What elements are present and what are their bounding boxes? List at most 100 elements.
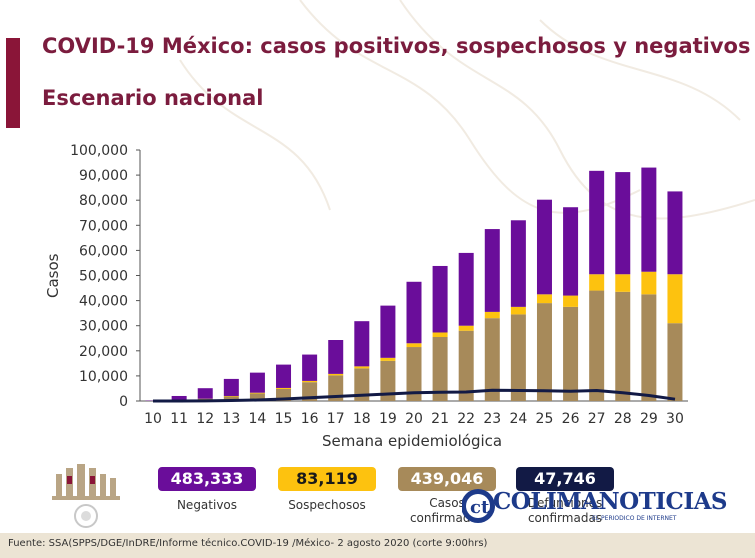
x-tick-label: 10 [144,411,162,427]
bar-confirmados [380,360,396,401]
bar-negativos [276,364,292,388]
y-tick-label: 80,000 [79,193,128,209]
y-axis-title: Casos [44,253,62,298]
colimanoticias-logo: ct [462,489,495,523]
bar-confirmados [536,303,552,401]
x-tick-label: 19 [379,411,397,427]
y-tick-label: 100,000 [70,143,128,159]
bar-sospechosos [641,271,657,295]
bar-confirmados [484,318,500,401]
bar-sospechosos [249,392,265,394]
bar-sospechosos [302,380,318,383]
y-tick-label: 50,000 [79,269,128,285]
bar-negativos [380,305,396,358]
bar-confirmados [406,347,422,401]
y-tick-label: 0 [119,394,128,410]
bar-sospechosos [589,274,605,291]
y-tick-label: 70,000 [79,218,128,234]
bar-negativos [510,220,526,307]
bar-sospechosos [536,294,552,304]
bar-sospechosos [380,357,396,361]
x-tick-label: 20 [405,411,423,427]
bar-negativos [432,265,448,333]
total-negativos-badge: 483,333 [158,467,256,491]
chart-title: COVID-19 México: casos positivos, sospec… [42,34,751,58]
source-footer: Fuente: SSA(SPPS/DGE/InDRE/Informe técni… [0,533,755,558]
bar-negativos [536,199,552,295]
source-text: Fuente: SSA(SPPS/DGE/InDRE/Informe técni… [8,538,488,549]
total-confirmados-badge: 439,046 [398,467,496,491]
x-tick-label: 28 [614,411,632,427]
bar-negativos [354,321,370,367]
accent-bar [6,38,20,128]
bar-negativos [171,395,187,401]
x-tick-label: 17 [327,411,345,427]
bar-sospechosos [615,274,631,292]
svg-text:ct: ct [470,497,490,518]
government-crest-icon [52,464,120,528]
bar-negativos [615,172,631,275]
bar-confirmados [249,393,265,401]
x-tick-label: 11 [170,411,188,427]
total-negativos-label: Negativos [176,498,238,512]
bar-negativos [589,170,605,275]
logo-text: COLIMANOTICIAS [493,488,728,515]
x-tick-label: 15 [275,411,293,427]
bar-sospechosos [406,343,422,348]
bar-negativos [641,167,657,272]
bar-sospechosos [432,332,448,337]
x-tick-label: 16 [301,411,319,427]
x-axis-title: Semana epidemiológica [322,432,503,450]
bar-sospechosos [328,373,344,376]
bar-negativos [484,229,500,312]
bar-sospechosos [354,366,370,369]
x-tick-label: 14 [249,411,267,427]
bar-confirmados [615,291,631,401]
total-defunciones-label: Defunciones confirmadas [527,496,603,525]
total-defunciones-badge: 47,746 [516,467,614,491]
bar-confirmados [510,314,526,401]
bar-confirmados [328,375,344,401]
bar-negativos [302,354,318,381]
x-tick-label: 13 [222,411,240,427]
total-sospechosos-label: Sospechosos [288,498,366,512]
x-tick-label: 21 [431,411,449,427]
bar-negativos [223,378,239,396]
bar-sospechosos [667,274,683,324]
bar-confirmados [563,306,579,401]
x-tick-label: 29 [640,411,658,427]
bar-sospechosos [510,306,526,315]
bar-negativos [563,207,579,296]
bar-negativos [249,372,265,393]
bar-sospechosos [563,295,579,307]
bar-confirmados [589,290,605,401]
bar-negativos [328,340,344,374]
bar-sospechosos [458,325,474,331]
x-tick-label: 23 [483,411,501,427]
bar-negativos [197,388,213,399]
y-tick-label: 10,000 [79,369,128,385]
x-tick-label: 22 [457,411,475,427]
bar-confirmados [641,294,657,401]
y-tick-label: 20,000 [79,344,128,360]
stacked-bar-chart: 0 10,000 20,000 30,000 40,000 50,000 60,000 70,… [70,143,688,427]
y-tick-label: 90,000 [79,168,128,184]
bar-confirmados [667,323,683,401]
x-tick-label: 24 [509,411,527,427]
bar-negativos [458,252,474,326]
bar-sospechosos [484,311,500,319]
bar-negativos [406,281,422,344]
bar-confirmados [354,368,370,401]
bar-sospechosos [223,395,239,397]
y-tick-label: 30,000 [79,319,128,335]
y-tick-label: 60,000 [79,243,128,259]
x-tick-label: 25 [536,411,554,427]
logo-tagline: EL PERIODICO DE INTERNET [592,515,677,522]
bar-confirmados [432,336,448,401]
bar-confirmados [458,330,474,401]
x-tick-label: 27 [588,411,606,427]
x-tick-label: 26 [562,411,580,427]
bar-sospechosos [276,387,292,389]
y-tick-label: 40,000 [79,294,128,310]
line-defunciones [153,388,676,403]
